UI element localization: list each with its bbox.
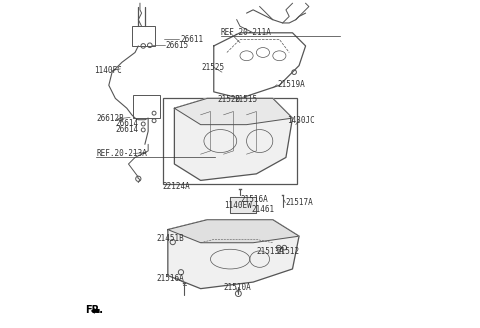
Bar (132, 26, 155, 46)
Polygon shape (174, 98, 292, 180)
Text: FR.: FR. (85, 305, 103, 315)
Text: 26615: 26615 (165, 41, 188, 50)
Text: REF.20-213A: REF.20-213A (96, 149, 147, 158)
Text: 26612B: 26612B (96, 114, 124, 123)
Text: 21513A: 21513A (256, 247, 284, 256)
Polygon shape (174, 98, 292, 125)
Text: 21512: 21512 (277, 247, 300, 256)
Text: 26611: 26611 (180, 35, 204, 44)
Text: 21525: 21525 (201, 63, 225, 72)
Text: 21510A: 21510A (224, 283, 252, 293)
Text: 21516A: 21516A (240, 195, 268, 204)
Text: 21461: 21461 (252, 205, 275, 214)
Polygon shape (168, 220, 299, 243)
Text: 21520: 21520 (217, 94, 240, 104)
Text: REF.20-211A: REF.20-211A (221, 28, 272, 37)
Text: 21515: 21515 (235, 94, 258, 104)
FancyArrow shape (91, 308, 100, 314)
Polygon shape (230, 197, 256, 213)
Text: 21517A: 21517A (285, 198, 313, 207)
Bar (163, 98, 298, 184)
Polygon shape (168, 220, 299, 289)
Text: 1140FC: 1140FC (94, 66, 122, 75)
Text: 1430JC: 1430JC (288, 116, 315, 125)
Text: 26614: 26614 (115, 119, 139, 129)
Text: 26614: 26614 (115, 125, 139, 134)
Text: 21451B: 21451B (156, 234, 184, 243)
Bar (133, 95, 160, 118)
Text: 1140EW: 1140EW (224, 201, 252, 211)
Text: 21516A: 21516A (156, 274, 184, 283)
Text: 22124A: 22124A (163, 182, 191, 191)
Text: 21519A: 21519A (278, 80, 305, 89)
